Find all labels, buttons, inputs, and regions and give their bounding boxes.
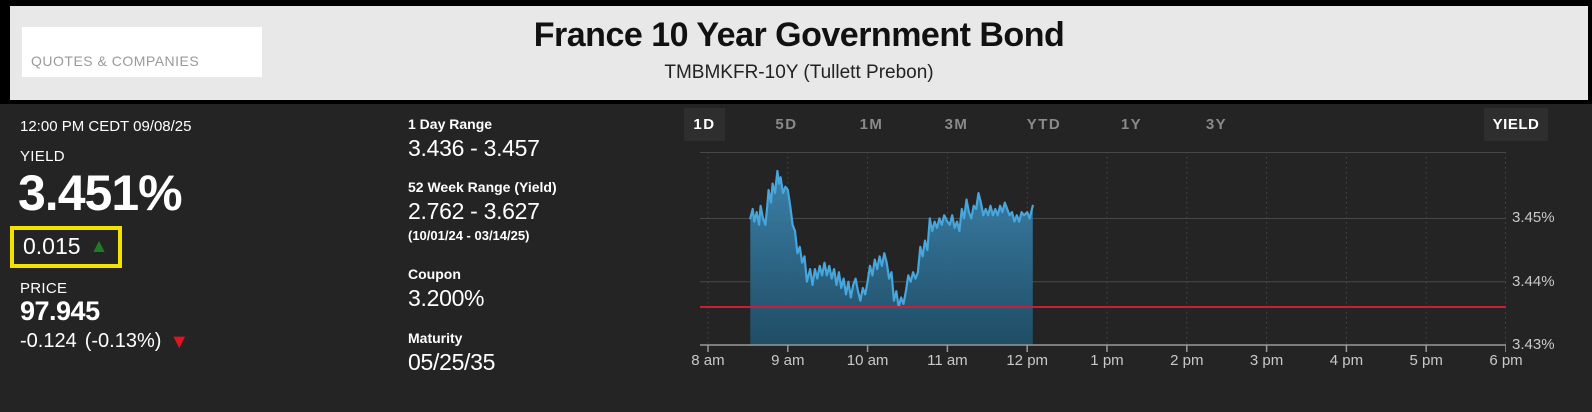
header: QUOTES & COMPANIES France 10 Year Govern… bbox=[10, 6, 1588, 100]
x-axis-tick-label: 6 pm bbox=[1489, 352, 1523, 369]
intraday-yield-chart[interactable] bbox=[700, 152, 1506, 354]
tab-1d[interactable]: 1D bbox=[684, 108, 725, 141]
stat-value: 3.200% bbox=[408, 285, 485, 311]
x-axis-tick-label: 12 pm bbox=[1006, 352, 1049, 369]
price-label: PRICE bbox=[20, 280, 68, 297]
x-axis-tick-label: 9 am bbox=[771, 352, 805, 369]
stat-label: 52 Week Range (Yield) bbox=[408, 179, 557, 195]
stat-value: 3.436 - 3.457 bbox=[408, 135, 540, 161]
y-axis-tick-label: 3.45% bbox=[1512, 209, 1555, 227]
tab-5d[interactable]: 5D bbox=[775, 116, 798, 133]
quote-timestamp: 12:00 PM CEDT 09/08/25 bbox=[20, 118, 192, 135]
price-change-percent: (-0.13%) bbox=[84, 330, 162, 352]
x-axis-tick-label: 3 pm bbox=[1249, 352, 1284, 369]
down-triangle-icon: ▼ bbox=[169, 330, 190, 353]
stat-value: 05/25/35 bbox=[408, 349, 496, 375]
x-axis-tick-label: 5 pm bbox=[1409, 352, 1443, 369]
stat-note: (10/01/24 - 03/14/25) bbox=[408, 228, 530, 243]
tab-ytd[interactable]: YTD bbox=[1026, 116, 1062, 133]
page-title: France 10 Year Government Bond bbox=[533, 16, 1065, 54]
tab-1y[interactable]: 1Y bbox=[1120, 116, 1143, 133]
stat-label: Maturity bbox=[408, 330, 463, 346]
x-axis-tick-label: 10 am bbox=[846, 352, 889, 369]
yield-change-value: 0.015 bbox=[23, 233, 81, 259]
stat-day-range: 1 Day Range 3.436 - 3.457 bbox=[408, 116, 540, 162]
quotes-companies-nav[interactable]: QUOTES & COMPANIES bbox=[22, 27, 262, 77]
y-axis-tick-label: 3.44% bbox=[1512, 272, 1555, 290]
price-value: 97.945 bbox=[20, 296, 100, 326]
x-axis-tick-label: 1 pm bbox=[1090, 352, 1124, 369]
x-axis-tick-label: 4 pm bbox=[1329, 352, 1364, 369]
page-subtitle: TMBMKFR-10Y (Tullett Prebon) bbox=[664, 62, 934, 83]
price-change-row: -0.124 (-0.13%) ▼ bbox=[20, 330, 189, 353]
stat-maturity: Maturity 05/25/35 bbox=[408, 330, 495, 376]
x-axis-tick-label: 8 am bbox=[691, 352, 725, 369]
tab-3y[interactable]: 3Y bbox=[1205, 116, 1228, 133]
quotes-companies-label: QUOTES & COMPANIES bbox=[31, 53, 200, 69]
stat-label: 1 Day Range bbox=[408, 116, 493, 132]
stat-coupon: Coupon 3.200% bbox=[408, 266, 485, 312]
content: 12:00 PM CEDT 09/08/25 YIELD 3.451% 0.01… bbox=[0, 104, 1592, 412]
stat-label: Coupon bbox=[408, 266, 461, 282]
y-axis-tick-label: 3.43% bbox=[1512, 336, 1555, 353]
header-band: QUOTES & COMPANIES France 10 Year Govern… bbox=[0, 0, 1592, 104]
stat-value: 2.762 - 3.627 bbox=[408, 198, 540, 224]
x-axis-tick-label: 2 pm bbox=[1170, 352, 1204, 369]
up-triangle-icon: ▲ bbox=[89, 236, 109, 257]
tab-3m[interactable]: 3M bbox=[944, 116, 969, 133]
tab-1m[interactable]: 1M bbox=[859, 116, 884, 133]
title-block: France 10 Year Government Bond TMBMKFR-1… bbox=[10, 16, 1588, 84]
yield-toggle-button[interactable]: YIELD bbox=[1484, 108, 1548, 141]
x-axis-tick-label: 11 am bbox=[927, 352, 968, 369]
yield-label: YIELD bbox=[20, 148, 65, 165]
yield-change-highlight-box: 0.015 ▲ bbox=[10, 226, 123, 268]
yield-value: 3.451% bbox=[18, 165, 183, 221]
stat-52-week-range: 52 Week Range (Yield) 2.762 - 3.627 (10/… bbox=[408, 179, 557, 243]
price-change-value: -0.124 bbox=[20, 330, 77, 352]
